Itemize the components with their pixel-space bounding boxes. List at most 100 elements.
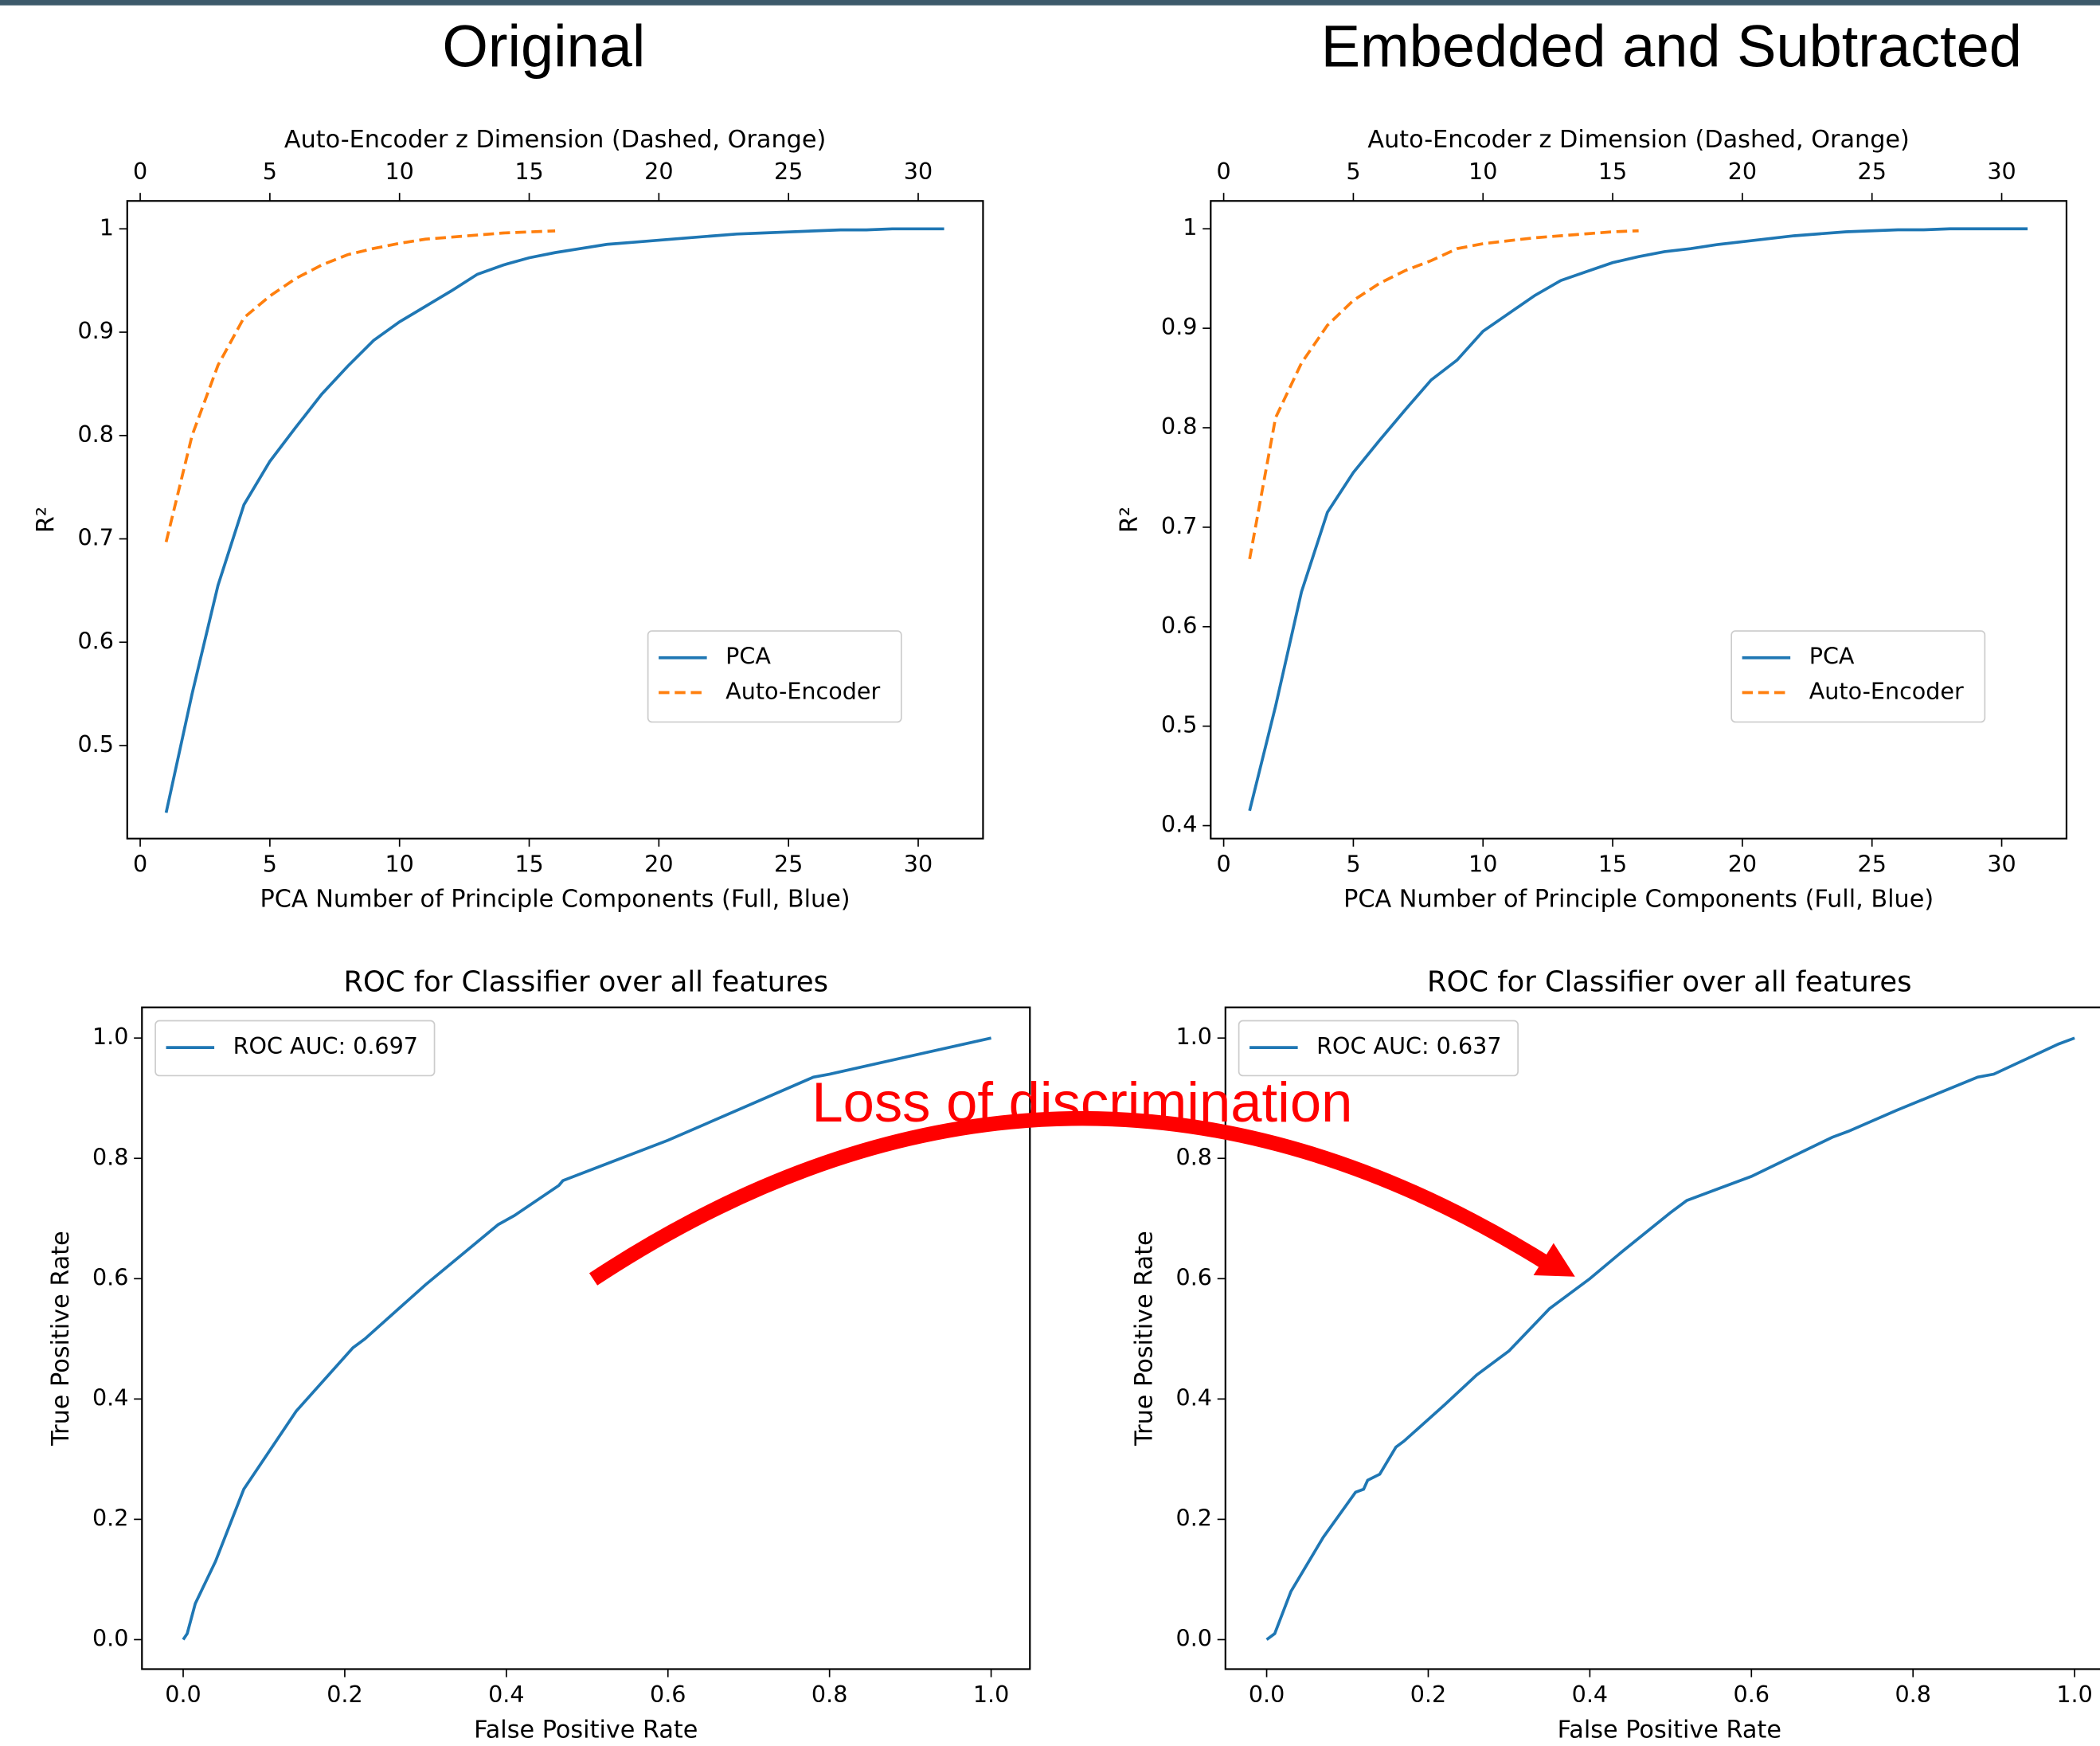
series-line <box>164 229 556 542</box>
x-axis-label: False Positive Rate <box>474 1716 698 1744</box>
x-tick-label: 10 <box>1468 850 1497 877</box>
y-tick-label: 0.0 <box>92 1624 128 1651</box>
x-tick-label: 0.2 <box>1410 1681 1446 1708</box>
y-tick-label: 0.8 <box>92 1143 128 1170</box>
legend-box <box>1730 630 1986 723</box>
x2-axis-label: Auto-Encoder z Dimension (Dashed, Orange… <box>1367 126 1909 154</box>
x-tick-label: 10 <box>385 850 414 877</box>
x-axis-label: False Positive Rate <box>1558 1716 1781 1744</box>
x-tick-label: 0.6 <box>1734 1681 1770 1708</box>
series-line <box>1265 1036 2075 1641</box>
y-axis-label: True Positive Rate <box>1130 1231 1158 1447</box>
plot-frame <box>126 200 984 840</box>
legend-box <box>154 1020 436 1077</box>
chart: 0.0 0.2 0.4 0.6 0.8 1.0 0.0 0.2 0.4 0.6 0.8 1.0 Fals… <box>47 965 1031 1744</box>
legend-label: ROC AUC: 0.637 <box>1316 1032 1501 1059</box>
y-tick-label: 1 <box>100 213 114 241</box>
y-tick-label: 0.6 <box>1176 1263 1212 1290</box>
x-tick-label: 5 <box>263 850 277 877</box>
x-tick-label: 0.0 <box>1249 1681 1285 1708</box>
y-tick-label: 0.2 <box>1176 1504 1212 1531</box>
y-tick-label: 0.7 <box>1161 512 1197 539</box>
x-tick-label: 25 <box>774 850 803 877</box>
y-axis-label: R² <box>1116 507 1144 533</box>
x2-tick-label: 15 <box>514 158 543 185</box>
plot-frame <box>1224 1006 2100 1670</box>
x-tick-label: 1.0 <box>2056 1681 2092 1708</box>
annotation: Loss of discrimination <box>811 1071 1352 1133</box>
x2-tick-label: 25 <box>774 158 803 185</box>
y-tick-label: 0.5 <box>77 730 113 758</box>
x2-tick-label: 10 <box>1468 158 1497 185</box>
x-tick-label: 20 <box>1728 850 1757 877</box>
x2-tick-label: 25 <box>1858 158 1887 185</box>
x2-tick-label: 30 <box>904 158 933 185</box>
x-tick-label: 0.2 <box>327 1681 362 1708</box>
chart: 0 5 10 15 20 25 30 0 5 10 15 20 25 30 0.5 0.6 0.7 0.8 0.9 1… <box>32 126 984 914</box>
y-tick-label: 0.8 <box>1176 1143 1212 1170</box>
series-line <box>164 227 944 813</box>
plot-frame <box>141 1006 1031 1670</box>
legend-label: Auto-Encoder <box>725 677 880 704</box>
y-tick-label: 0.6 <box>92 1263 128 1290</box>
y-tick-label: 0.6 <box>1161 612 1197 639</box>
x-tick-label: 0.8 <box>811 1681 847 1708</box>
series-line <box>1248 229 1639 560</box>
x-axis-label: PCA Number of Principle Components (Full… <box>1343 886 1934 914</box>
x-tick-label: 0 <box>133 850 147 877</box>
arrow-head <box>1533 1243 1575 1277</box>
y-tick-label: 0.4 <box>1176 1384 1212 1411</box>
y-tick-label: 0.9 <box>1161 313 1197 340</box>
x-tick-label: 0.6 <box>650 1681 686 1708</box>
x2-tick-label: 0 <box>133 158 147 185</box>
y-tick-label: 0.0 <box>1176 1624 1212 1651</box>
heading: Original <box>442 13 645 79</box>
y-tick-label: 1.0 <box>92 1023 128 1050</box>
chart: 0.0 0.2 0.4 0.6 0.8 1.0 0.0 0.2 0.4 0.6 0.8 1.0 Fals… <box>1130 965 2100 1744</box>
x-axis-label: PCA Number of Principle Components (Full… <box>260 886 851 914</box>
x-tick-label: 15 <box>1598 850 1627 877</box>
y-axis-label: True Positive Rate <box>47 1231 75 1447</box>
legend-label: Auto-Encoder <box>1809 677 1964 704</box>
y-tick-label: 0.5 <box>1161 711 1197 738</box>
x2-tick-label: 5 <box>1346 158 1360 185</box>
y-tick-label: 0.8 <box>1161 413 1197 440</box>
overlay: Loss of discrimination <box>589 1071 1575 1286</box>
legend-label: PCA <box>1809 643 1855 670</box>
series-line <box>1248 227 2028 812</box>
legend-label: ROC AUC: 0.697 <box>233 1032 418 1059</box>
y-tick-label: 0.7 <box>77 524 113 551</box>
x-tick-label: 15 <box>514 850 543 877</box>
y-tick-label: 1.0 <box>1176 1023 1212 1050</box>
chart-title: ROC for Classifier over all features <box>344 965 829 998</box>
x-tick-label: 1.0 <box>973 1681 1009 1708</box>
plot-frame <box>1210 200 2068 840</box>
series-line <box>182 1036 991 1641</box>
x2-tick-label: 5 <box>263 158 277 185</box>
x-tick-label: 5 <box>1346 850 1360 877</box>
y-tick-label: 0.6 <box>77 627 113 654</box>
charts: 0 5 10 15 20 25 300 5 10 15 20 25 300.50.60.70.80.91… <box>32 126 2100 1744</box>
arrow <box>589 1110 1555 1286</box>
x-tick-label: 30 <box>904 850 933 877</box>
x2-tick-label: 30 <box>1987 158 2016 185</box>
y-tick-label: 0.4 <box>92 1384 128 1411</box>
x2-tick-label: 15 <box>1598 158 1627 185</box>
chart: 0 5 10 15 20 25 30 0 5 10 15 20 25 30 0.4 0.5 0.6 0.7 0.8 0… <box>1116 126 2068 914</box>
y-tick-label: 1 <box>1183 213 1197 241</box>
x2-tick-label: 0 <box>1216 158 1230 185</box>
x-tick-label: 0.8 <box>1895 1681 1930 1708</box>
x2-axis-label: Auto-Encoder z Dimension (Dashed, Orange… <box>284 126 826 154</box>
x-tick-label: 0 <box>1216 850 1230 877</box>
x2-tick-label: 10 <box>385 158 414 185</box>
x-tick-label: 0.4 <box>488 1681 524 1708</box>
y-tick-label: 0.4 <box>1161 811 1197 838</box>
x-tick-label: 30 <box>1987 850 2016 877</box>
x-tick-label: 25 <box>1858 850 1887 877</box>
x-tick-label: 0.0 <box>165 1681 201 1708</box>
legend-box <box>1238 1020 1519 1077</box>
y-tick-label: 0.2 <box>92 1504 128 1531</box>
top-strip <box>0 0 2100 6</box>
x2-tick-label: 20 <box>644 158 673 185</box>
